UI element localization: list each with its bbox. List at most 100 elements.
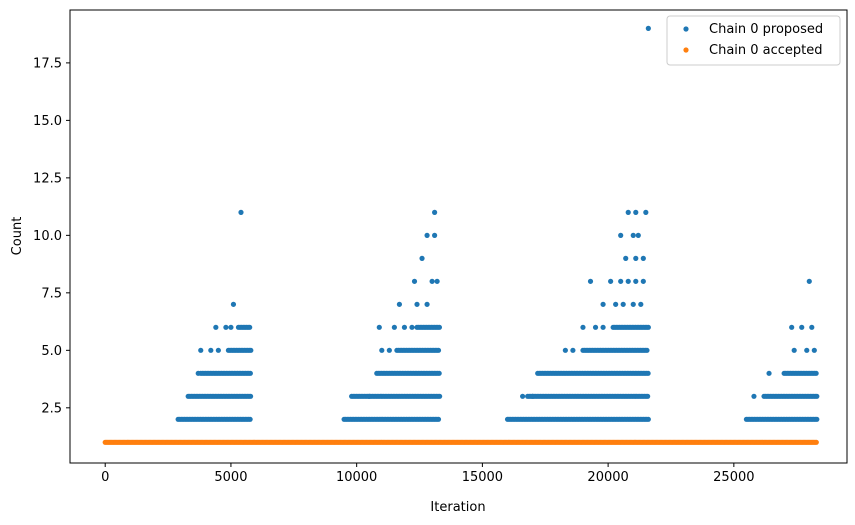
data-point-proposed <box>625 209 631 215</box>
data-point-proposed <box>409 324 415 330</box>
x-tick-label: 5000 <box>214 470 247 485</box>
data-point-proposed <box>419 255 425 261</box>
data-point-proposed <box>580 324 586 330</box>
data-point-proposed <box>223 324 229 330</box>
data-point-proposed <box>435 416 442 422</box>
x-tick-label: 20000 <box>587 470 628 485</box>
data-point-proposed <box>633 255 639 261</box>
y-tick-label: 5.0 <box>41 344 62 359</box>
data-point-proposed <box>613 301 619 307</box>
data-point-proposed <box>434 278 440 284</box>
x-tick-label: 0 <box>101 470 109 485</box>
data-point-proposed <box>814 393 820 399</box>
data-point-proposed <box>620 301 626 307</box>
legend-marker-proposed <box>683 26 689 32</box>
data-point-proposed <box>432 209 438 215</box>
data-point-proposed <box>247 324 253 330</box>
y-axis: 2.5 5.0 7.5 10.0 12.5 15.0 17.5 <box>33 56 70 416</box>
legend-box <box>666 15 841 66</box>
x-tick-label: 15000 <box>462 470 503 485</box>
data-point-proposed <box>247 370 253 376</box>
data-point-proposed <box>366 393 372 399</box>
data-point-proposed <box>208 347 214 353</box>
points-layer <box>102 25 820 445</box>
data-point-proposed <box>635 232 641 238</box>
data-point-proposed <box>435 347 442 353</box>
data-point-proposed <box>644 347 650 353</box>
y-axis-label: Count <box>10 217 25 256</box>
legend-label-proposed: Chain 0 proposed <box>709 22 823 37</box>
data-point-proposed <box>228 324 234 330</box>
data-point-proposed <box>391 324 397 330</box>
x-axis: 0 5000 10000 15000 20000 25000 <box>101 463 755 485</box>
data-point-proposed <box>437 393 443 399</box>
data-point-proposed <box>645 370 651 376</box>
legend-label-accepted: Chain 0 accepted <box>709 43 823 58</box>
data-point-proposed <box>618 232 624 238</box>
data-point-proposed <box>215 347 221 353</box>
data-point-proposed <box>630 232 636 238</box>
data-point-proposed <box>530 393 536 399</box>
data-point-proposed <box>429 278 435 284</box>
data-point-proposed <box>436 370 442 376</box>
data-point-proposed <box>630 301 636 307</box>
data-point-proposed <box>238 209 244 215</box>
data-point-proposed <box>645 416 651 422</box>
y-tick-label: 12.5 <box>33 171 62 186</box>
legend: Chain 0 proposed Chain 0 accepted <box>666 15 841 66</box>
data-point-proposed <box>592 324 599 330</box>
data-point-proposed <box>248 347 254 353</box>
y-tick-label: 17.5 <box>33 56 62 71</box>
data-point-proposed <box>608 278 614 284</box>
data-point-proposed <box>247 393 254 399</box>
data-point-proposed <box>640 255 646 261</box>
data-point-proposed <box>618 278 624 284</box>
data-point-proposed <box>386 347 392 353</box>
data-point-proposed <box>813 370 819 376</box>
y-tick-label: 10.0 <box>33 229 62 244</box>
data-point-proposed <box>411 278 418 284</box>
data-point-proposed <box>645 25 651 31</box>
data-point-proposed <box>766 370 772 376</box>
data-point-proposed <box>424 232 430 238</box>
data-point-proposed <box>809 324 815 330</box>
data-point-proposed <box>376 324 382 330</box>
data-point-proposed <box>247 416 253 422</box>
data-point-proposed <box>633 278 639 284</box>
data-point-proposed <box>645 393 651 399</box>
y-tick-label: 2.5 <box>41 401 62 416</box>
data-point-proposed <box>791 347 797 353</box>
data-point-proposed <box>600 324 606 330</box>
data-point-proposed <box>625 278 631 284</box>
data-point-proposed <box>414 301 420 307</box>
data-point-accepted <box>813 439 819 445</box>
data-point-proposed <box>587 278 594 284</box>
data-point-proposed <box>432 232 438 238</box>
data-point-proposed <box>213 324 219 330</box>
y-tick-label: 15.0 <box>33 114 62 129</box>
data-point-proposed <box>436 324 443 330</box>
plot-background <box>70 10 847 463</box>
data-point-proposed <box>379 347 385 353</box>
data-point-proposed <box>804 347 810 353</box>
data-point-proposed <box>570 347 576 353</box>
data-point-proposed <box>401 324 408 330</box>
data-point-proposed <box>645 324 651 330</box>
data-point-proposed <box>643 209 649 215</box>
data-point-proposed <box>638 301 644 307</box>
data-point-proposed <box>799 324 805 330</box>
data-point-proposed <box>600 301 606 307</box>
data-point-proposed <box>520 393 526 399</box>
data-point-proposed <box>640 278 646 284</box>
data-point-proposed <box>806 278 812 284</box>
data-point-proposed <box>814 416 820 422</box>
data-point-proposed <box>424 301 430 307</box>
data-point-proposed <box>230 301 237 307</box>
data-point-proposed <box>195 370 201 376</box>
data-point-proposed <box>789 324 795 330</box>
data-point-proposed <box>623 255 629 261</box>
x-axis-label: Iteration <box>430 500 485 515</box>
x-tick-label: 10000 <box>336 470 377 485</box>
data-point-proposed <box>751 393 757 399</box>
